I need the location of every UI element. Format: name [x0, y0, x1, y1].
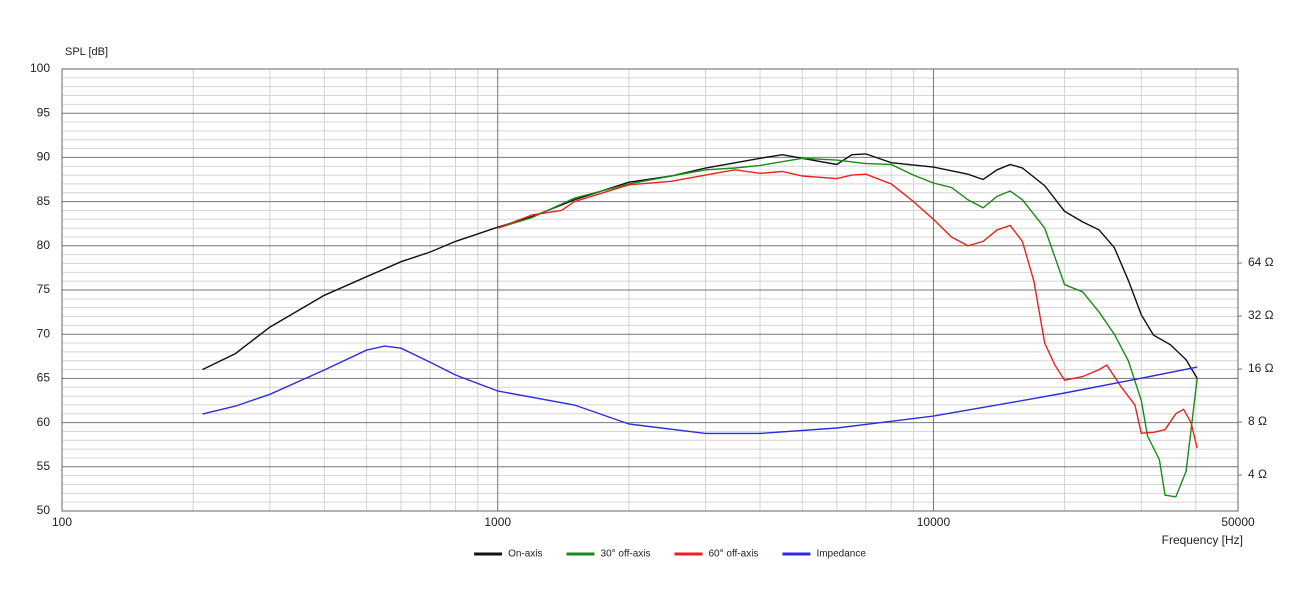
- y2-tick-label: 64 Ω: [1248, 255, 1274, 269]
- x-tick-label: 100: [52, 515, 72, 529]
- y-tick-label: 75: [37, 282, 51, 296]
- series-line: [497, 157, 1198, 498]
- y2-tick-label: 8 Ω: [1248, 414, 1267, 428]
- y2-tick-label: 4 Ω: [1248, 467, 1267, 481]
- legend: On-axis 30° off-axis 60° off-axis Impedance: [474, 549, 866, 560]
- y-tick-label: 100: [30, 61, 50, 75]
- y-tick-label: 65: [37, 371, 51, 385]
- legend-label: On-axis: [508, 549, 542, 560]
- y2-tick-label: 16 Ω: [1248, 361, 1274, 375]
- y-tick-label: 80: [37, 238, 51, 252]
- x-tick-label: 10000: [917, 515, 951, 529]
- y-tick-label: 55: [37, 459, 51, 473]
- legend-label: 60° off-axis: [708, 549, 758, 560]
- y-tick-label: 50: [37, 503, 51, 517]
- series-line: [202, 345, 1198, 435]
- y-tick-label: 60: [37, 415, 51, 429]
- legend-label: Impedance: [816, 549, 866, 560]
- x-tick-label: 1000: [484, 515, 511, 529]
- x-tick-label: 50000: [1221, 515, 1255, 529]
- y-axis-label: SPL [dB]: [65, 46, 108, 58]
- y-tick-label: 85: [37, 194, 51, 208]
- series-line: [202, 153, 1198, 379]
- legend-label: 30° off-axis: [601, 549, 651, 560]
- x-axis-label: Frequency [Hz]: [1162, 533, 1243, 547]
- y-tick-label: 95: [37, 105, 51, 119]
- y2-tick-label: 32 Ω: [1248, 308, 1274, 322]
- plot-frame: [61, 68, 1239, 512]
- y-tick-label: 70: [37, 326, 51, 340]
- y-tick-label: 90: [37, 150, 51, 164]
- series-line: [497, 169, 1198, 449]
